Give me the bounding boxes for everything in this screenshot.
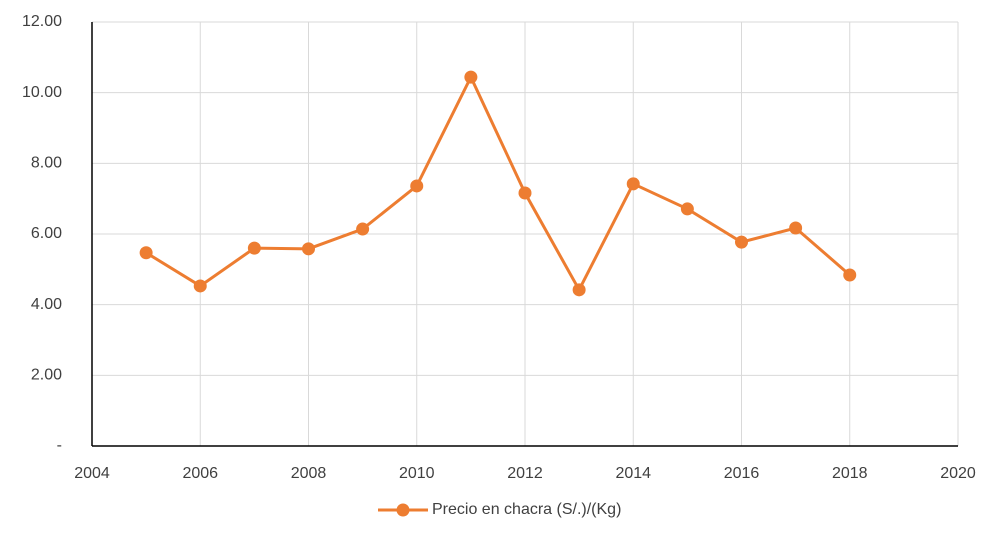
data-point bbox=[680, 202, 694, 216]
data-point bbox=[302, 242, 315, 256]
series-line bbox=[145, 73, 851, 294]
x-tick-label: 2016 bbox=[724, 465, 760, 482]
x-tick-label: 2008 bbox=[291, 465, 327, 482]
x-tick-label: 2018 bbox=[832, 465, 868, 482]
data-point bbox=[247, 241, 261, 255]
x-tick-label: 2004 bbox=[74, 465, 110, 482]
y-tick-label: 2.00 bbox=[31, 367, 62, 384]
data-point bbox=[843, 268, 857, 282]
data-point bbox=[626, 177, 640, 191]
x-tick-label: 2020 bbox=[940, 465, 976, 482]
x-tick-label: 2012 bbox=[507, 465, 543, 482]
legend-label: Precio en chacra (S/.)/(Kg) bbox=[432, 501, 621, 518]
data-point bbox=[410, 179, 424, 193]
y-tick-label: 12.00 bbox=[22, 13, 62, 30]
legend-marker bbox=[396, 503, 410, 517]
y-tick-label: 8.00 bbox=[31, 155, 62, 172]
y-tick-label: 6.00 bbox=[31, 225, 62, 242]
data-point bbox=[572, 283, 586, 297]
data-point bbox=[193, 279, 207, 293]
data-point bbox=[139, 246, 153, 260]
x-tick-label: 2006 bbox=[182, 465, 218, 482]
x-tick-label: 2010 bbox=[399, 465, 435, 482]
data-point bbox=[518, 186, 532, 200]
data-point bbox=[356, 222, 370, 236]
data-point bbox=[735, 235, 748, 249]
data-point bbox=[789, 221, 803, 235]
y-tick-label: 10.00 bbox=[22, 84, 62, 101]
x-tick-label: 2014 bbox=[615, 465, 651, 482]
data-point bbox=[464, 70, 478, 84]
y-tick-label: 4.00 bbox=[31, 296, 62, 313]
y-tick-label: - bbox=[57, 437, 62, 454]
